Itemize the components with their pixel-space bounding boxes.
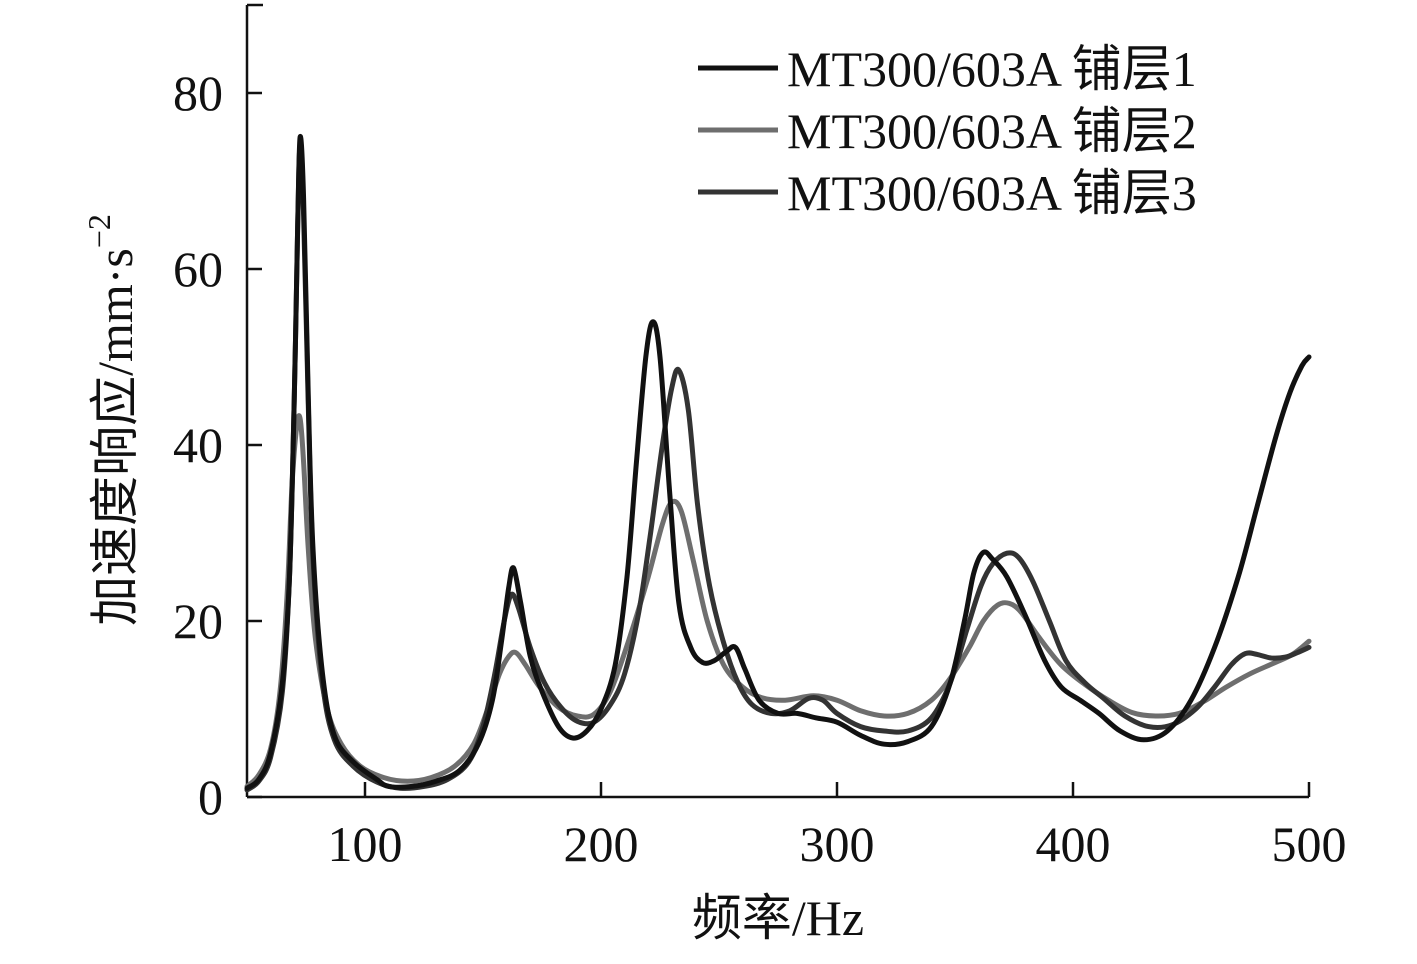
y-tick-label: 0 (198, 769, 223, 825)
x-tick-label: 500 (1272, 816, 1347, 872)
axes (245, 3, 1309, 799)
x-tick-label: 100 (328, 816, 403, 872)
x-tick-label: 400 (1036, 816, 1111, 872)
ticks: 100 200 300 400 500 0 20 40 60 80 (173, 65, 1347, 872)
y-tick-label: 40 (173, 417, 223, 473)
y-tick-label: 80 (173, 65, 223, 121)
series-line-1 (244, 134, 1312, 791)
series-lines (244, 134, 1312, 793)
y-axis-title-superscript: −2 (81, 214, 117, 248)
legend: MT300/603A 铺层1 MT300/603A 铺层2 MT300/603A 铺… (698, 41, 1197, 221)
series-line-2 (244, 413, 1312, 789)
legend-label-1: MT300/603A 铺层1 (787, 41, 1197, 97)
y-axis-title: 加速度响应/mm·s−2 (81, 214, 143, 626)
y-axis-title-main: 加速度响应/mm·s (87, 248, 143, 626)
x-tick-label: 200 (564, 816, 639, 872)
x-tick-label: 300 (800, 816, 875, 872)
legend-label-2: MT300/603A 铺层2 (787, 103, 1197, 159)
x-axis-title: 频率/Hz (692, 890, 864, 946)
y-tick-label: 20 (173, 593, 223, 649)
legend-label-3: MT300/603A 铺层3 (787, 165, 1197, 221)
y-tick-label: 60 (173, 241, 223, 297)
series-line-3 (244, 143, 1312, 793)
